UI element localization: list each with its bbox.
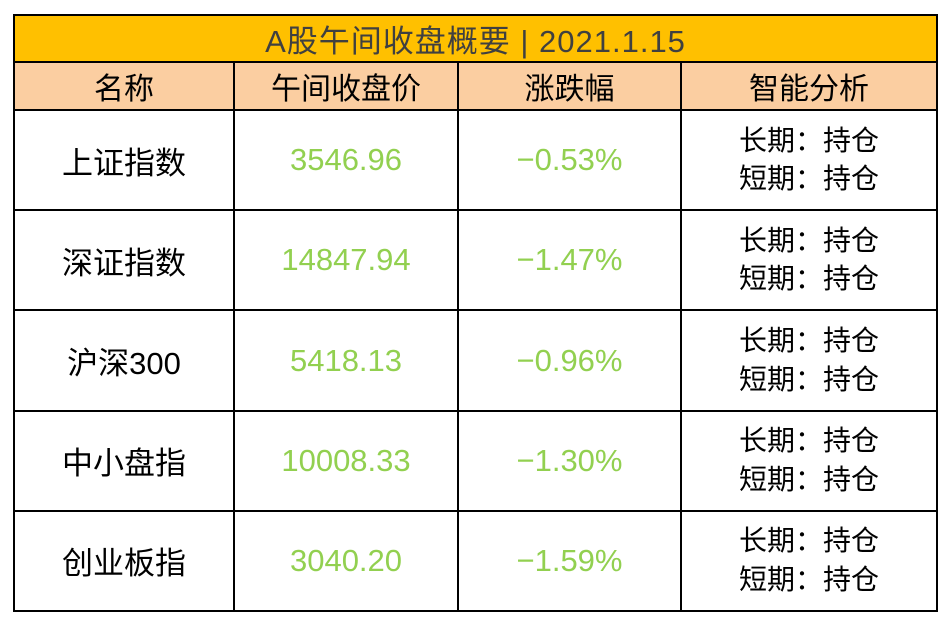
analysis-cell: 长期：持仓 短期：持仓 (680, 509, 938, 613)
change-cell: −0.53% (457, 109, 682, 212)
column-header-price: 午间收盘价 (233, 61, 459, 112)
price-cell: 14847.94 (233, 209, 459, 312)
price-cell: 5418.13 (233, 309, 459, 412)
change-cell: −1.59% (457, 509, 682, 613)
analysis-cell: 长期：持仓 短期：持仓 (680, 409, 938, 512)
analysis-cell: 长期：持仓 短期：持仓 (680, 209, 938, 312)
change-cell: −0.96% (457, 309, 682, 412)
page-title: A股午间收盘概要 | 2021.1.15 (13, 13, 938, 64)
index-name-cell: 上证指数 (13, 109, 235, 212)
index-name-cell: 沪深300 (13, 309, 235, 412)
table-row: 上证指数 3546.96 −0.53% 长期：持仓 短期：持仓 (13, 109, 938, 212)
column-header-name: 名称 (13, 61, 235, 112)
analysis-short-term: 短期：持仓 (738, 563, 879, 595)
index-name-cell: 创业板指 (13, 509, 235, 613)
analysis-long-term: 长期：持仓 (738, 124, 879, 156)
table-row: 中小盘指 10008.33 −1.30% 长期：持仓 短期：持仓 (13, 409, 938, 512)
change-cell: −1.30% (457, 409, 682, 512)
analysis-long-term: 长期：持仓 (738, 324, 879, 356)
index-name-cell: 深证指数 (13, 209, 235, 312)
table-row: 创业板指 3040.20 −1.59% 长期：持仓 短期：持仓 (13, 509, 938, 613)
analysis-short-term: 短期：持仓 (738, 363, 879, 395)
analysis-long-term: 长期：持仓 (738, 525, 879, 557)
table-row: 沪深300 5418.13 −0.96% 长期：持仓 短期：持仓 (13, 309, 938, 412)
title-row: A股午间收盘概要 | 2021.1.15 (13, 13, 938, 64)
analysis-long-term: 长期：持仓 (738, 224, 879, 256)
stock-summary-table: A股午间收盘概要 | 2021.1.15 名称 午间收盘价 涨跌幅 智能分析 上… (13, 13, 938, 613)
analysis-cell: 长期：持仓 短期：持仓 (680, 309, 938, 412)
change-cell: −1.47% (457, 209, 682, 312)
column-header-change: 涨跌幅 (457, 61, 682, 112)
analysis-long-term: 长期：持仓 (738, 425, 879, 457)
analysis-short-term: 短期：持仓 (738, 463, 879, 495)
column-header-analysis: 智能分析 (680, 61, 938, 112)
price-cell: 10008.33 (233, 409, 459, 512)
price-cell: 3040.20 (233, 509, 459, 613)
header-row: 名称 午间收盘价 涨跌幅 智能分析 (13, 61, 938, 112)
price-cell: 3546.96 (233, 109, 459, 212)
analysis-short-term: 短期：持仓 (738, 263, 879, 295)
table-row: 深证指数 14847.94 −1.47% 长期：持仓 短期：持仓 (13, 209, 938, 312)
index-name-cell: 中小盘指 (13, 409, 235, 512)
analysis-short-term: 短期：持仓 (738, 163, 879, 195)
analysis-cell: 长期：持仓 短期：持仓 (680, 109, 938, 212)
